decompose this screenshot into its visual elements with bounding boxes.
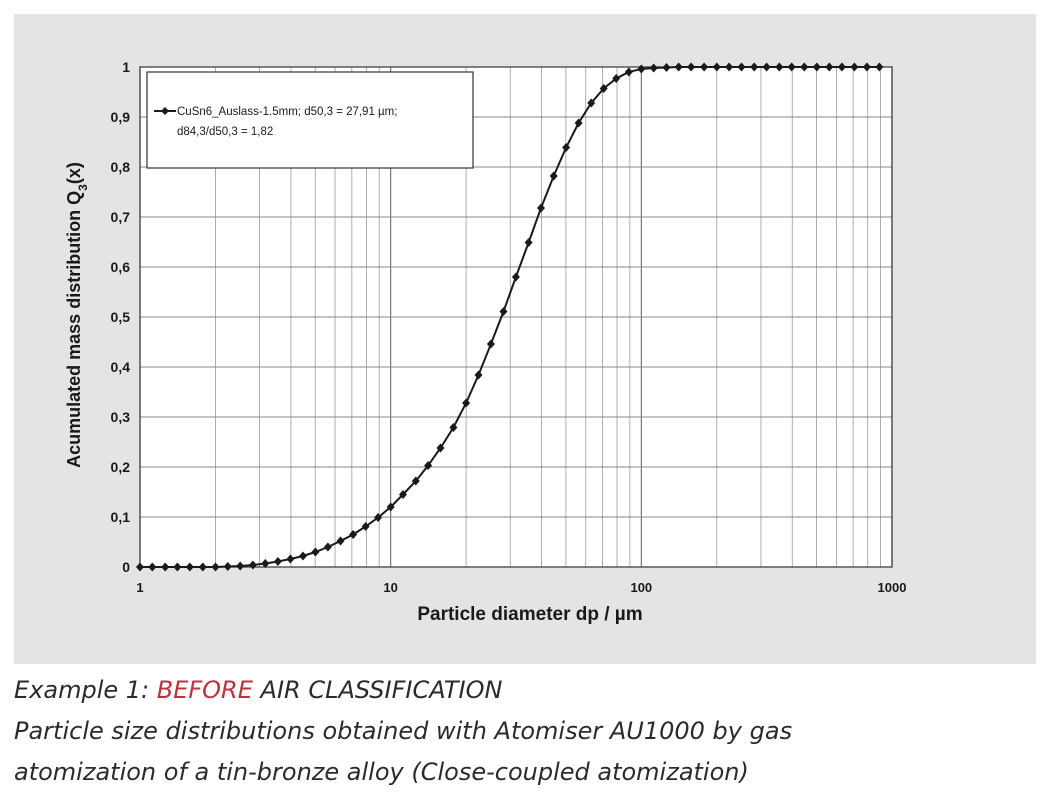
chart-figure: 0 0,1 0,2 0,3 0,4 0,5 0,6 0,7 0,8 0,9 1 1 10 100 1000… — [14, 14, 1036, 664]
data-point-marker — [524, 238, 533, 247]
data-point-marker — [286, 554, 295, 564]
y-tick-label: 0,9 — [111, 109, 131, 125]
figure-caption: Example 1: BEFORE AIR CLASSIFICATION Par… — [14, 670, 1044, 793]
x-tick-label: 100 — [630, 580, 652, 595]
data-point-marker — [875, 62, 884, 72]
data-point-marker — [449, 423, 458, 432]
data-point-marker — [574, 118, 583, 128]
data-point-marker — [562, 143, 571, 152]
data-point-marker — [787, 62, 796, 72]
data-point-marker — [612, 74, 621, 83]
y-tick-label: 0,2 — [111, 459, 131, 475]
caption-line-2: Particle size distributions obtained wit… — [14, 717, 793, 745]
y-axis-label-main: Acumulated mass distribution Q — [64, 191, 84, 468]
y-tick-label: 0,3 — [111, 409, 131, 425]
data-point-marker — [725, 62, 734, 72]
data-point-marker — [374, 513, 383, 522]
data-point-marker — [198, 562, 207, 572]
y-tick-label: 0,8 — [111, 159, 131, 175]
data-point-marker — [762, 62, 771, 72]
y-tick-label: 0,4 — [111, 359, 131, 375]
data-point-marker — [185, 562, 194, 572]
data-point-marker — [537, 203, 545, 213]
caption-prefix: Example 1: — [14, 676, 157, 704]
chart-svg: 0 0,1 0,2 0,3 0,4 0,5 0,6 0,7 0,8 0,9 1 1 10 100 1000… — [64, 59, 906, 625]
x-tick-label: 10 — [383, 580, 397, 595]
data-point-marker — [261, 559, 270, 568]
data-point-marker — [825, 62, 834, 72]
series-markers — [136, 62, 884, 572]
data-point-marker — [411, 476, 420, 486]
data-point-marker — [499, 307, 508, 316]
data-point-marker — [323, 542, 332, 552]
caption-line-3: atomization of a tin-bronze alloy (Close… — [14, 758, 749, 786]
caption-suffix: AIR CLASSIFICATION — [252, 676, 503, 704]
data-point-marker — [662, 63, 671, 72]
data-point-marker — [474, 370, 483, 380]
data-point-marker — [273, 557, 282, 566]
data-point-marker — [311, 547, 320, 557]
data-point-marker — [161, 562, 170, 572]
data-point-marker — [649, 63, 658, 73]
x-axis-label: Particle diameter dp / µm — [417, 604, 642, 625]
data-point-marker — [299, 551, 307, 561]
data-point-marker — [336, 536, 345, 546]
y-tick-label: 0,7 — [111, 209, 131, 225]
data-point-marker — [462, 398, 471, 408]
data-point-marker — [637, 64, 646, 74]
legend-label: CuSn6_Auslass-1.5mm; d50,3 = 27,91 µm; — [177, 106, 397, 118]
data-point-marker — [599, 84, 608, 93]
y-tick-label: 0,1 — [111, 509, 131, 525]
x-tick-labels: 1 10 100 1000 — [136, 580, 906, 595]
data-point-marker — [386, 502, 395, 512]
y-tick-label: 0,6 — [111, 259, 131, 275]
data-point-marker — [700, 62, 709, 72]
data-point-marker — [399, 490, 407, 499]
legend-marker-swatch — [161, 107, 169, 115]
data-point-marker — [775, 62, 784, 72]
y-axis-label: Acumulated mass distribution Q3(x) — [64, 162, 90, 468]
data-point-marker — [173, 562, 182, 572]
data-point-marker — [850, 62, 859, 72]
data-point-marker — [737, 62, 746, 72]
data-point-marker — [486, 339, 495, 349]
data-point-marker — [236, 561, 245, 571]
data-point-marker — [624, 67, 633, 77]
caption-accent: BEFORE — [156, 676, 253, 704]
x-tick-label: 1000 — [878, 580, 907, 595]
data-point-marker — [361, 522, 370, 531]
data-point-marker — [549, 171, 558, 181]
data-point-marker — [211, 562, 220, 572]
y-axis-label-end: (x) — [64, 162, 84, 184]
plot-frame — [139, 66, 893, 568]
data-point-marker — [148, 562, 157, 572]
data-point-marker — [136, 562, 144, 572]
data-point-marker — [674, 62, 683, 72]
data-point-marker — [862, 62, 871, 72]
y-axis-label-sub: 3 — [76, 184, 90, 191]
data-point-marker — [800, 62, 809, 72]
x-tick-label: 1 — [136, 580, 143, 595]
y-tick-label: 1 — [122, 59, 130, 75]
caption-line-1: Example 1: BEFORE AIR CLASSIFICATION — [14, 670, 1044, 711]
data-point-marker — [837, 62, 846, 72]
data-point-marker — [424, 461, 433, 470]
data-point-marker — [712, 62, 721, 72]
legend-box — [146, 71, 474, 169]
y-tick-label: 0,5 — [111, 309, 131, 325]
data-point-marker — [223, 562, 232, 571]
data-point-marker — [750, 62, 759, 72]
data-point-marker — [511, 272, 520, 282]
data-point-marker — [812, 62, 821, 72]
y-tick-labels: 0 0,1 0,2 0,3 0,4 0,5 0,6 0,7 0,8 0,9 1 — [111, 59, 131, 575]
data-point-marker — [248, 560, 257, 570]
data-point-marker — [349, 530, 358, 539]
legend-label-line2: d84,3/d50,3 = 1,82 — [177, 126, 273, 138]
legend: CuSn6_Auslass-1.5mm; d50,3 = 27,91 µm; d… — [146, 71, 474, 169]
data-point-marker — [687, 62, 696, 72]
data-point-marker — [587, 98, 596, 108]
y-tick-label: 0 — [122, 559, 130, 575]
data-point-marker — [436, 443, 445, 453]
